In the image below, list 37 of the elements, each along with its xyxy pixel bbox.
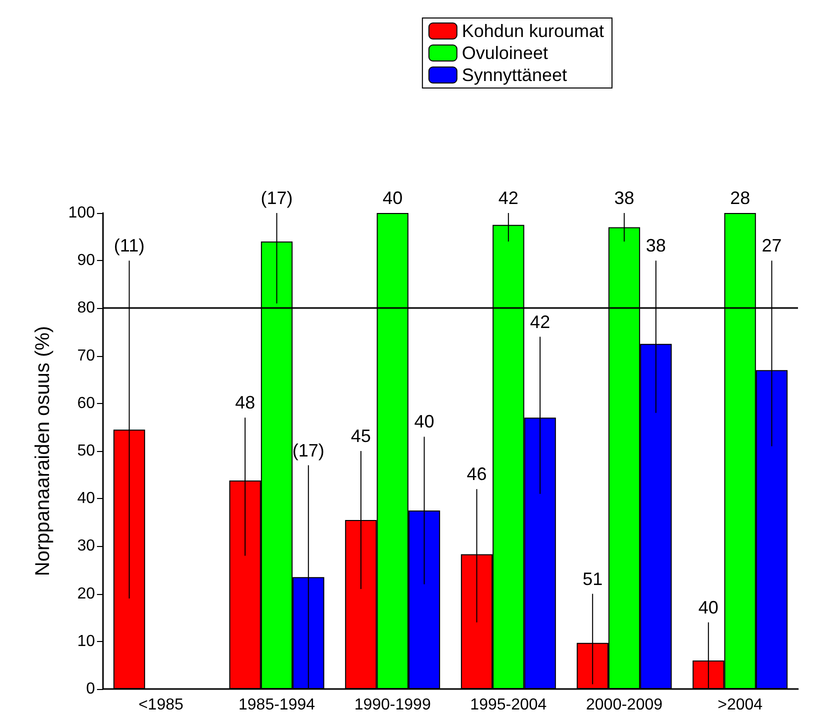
annotation: (17): [292, 440, 324, 460]
legend-label: Synnyttäneet: [462, 65, 567, 85]
y-tick-label: 40: [77, 490, 96, 508]
text: 28: [730, 188, 750, 208]
x-tick-label: 1995-2004: [470, 696, 547, 714]
x-tick-label: >2004: [718, 696, 763, 714]
annotation: 48: [235, 392, 256, 413]
annotation: 27: [762, 236, 782, 256]
annotation: 51: [582, 568, 603, 589]
y-tick-label: 50: [77, 442, 96, 460]
annotation: 42: [530, 312, 550, 332]
legend-label: Ovuloineet: [462, 43, 548, 63]
annotation: 38: [646, 236, 666, 256]
y-tick-label: 70: [77, 347, 96, 364]
text: 40: [382, 188, 403, 208]
y-tick-label: 90: [77, 252, 96, 270]
annotation: (11): [114, 236, 145, 256]
annotation: 40: [414, 412, 434, 432]
annotation: 40: [698, 597, 718, 618]
text: 42: [498, 188, 518, 208]
x-tick-label: 2000-2009: [586, 696, 663, 714]
legend-label: Kohdun kuroumat: [462, 21, 604, 41]
y-tick-label: 20: [77, 585, 96, 602]
x-tick-label: <1985: [138, 696, 184, 714]
annotation: 45: [350, 426, 371, 446]
y-tick-label: 60: [77, 394, 96, 412]
annotation: 46: [466, 464, 487, 484]
y-tick-label: 30: [77, 538, 96, 555]
text: (17): [260, 188, 293, 208]
y-tick-label: 80: [77, 300, 96, 317]
y-tick-label: 10: [77, 632, 96, 650]
x-tick-label: 1990-1999: [354, 696, 431, 714]
y-axis-title: Norppanaaraiden osuus (%): [32, 326, 54, 576]
x-tick-label: 1985-1994: [238, 696, 316, 714]
y-tick-label: 0: [86, 680, 96, 698]
y-tick-label: 100: [68, 204, 96, 222]
text: 38: [614, 188, 634, 208]
